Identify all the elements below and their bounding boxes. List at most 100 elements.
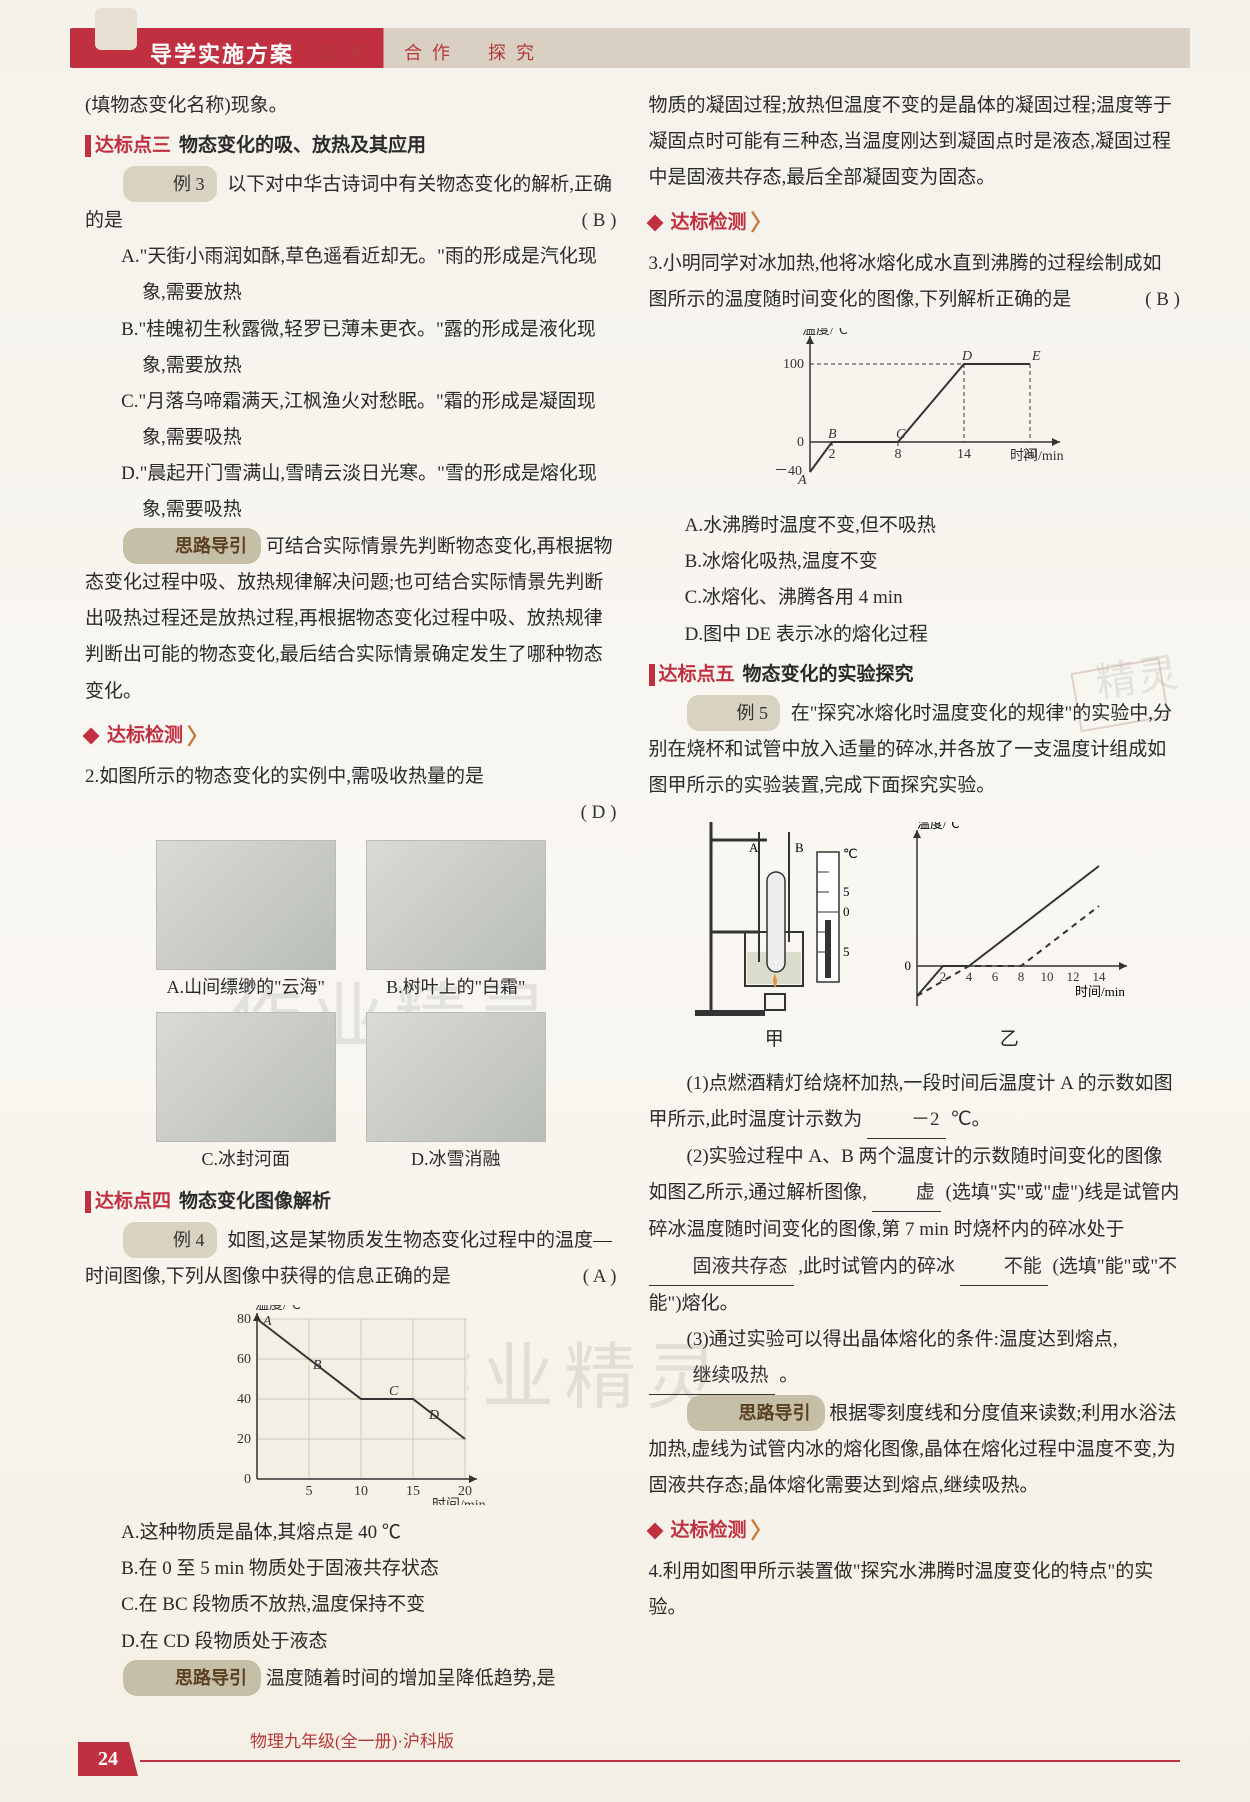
example-4: 例 4 如图,这是某物质发生物态变化过程中的温度—时间图像,下列从图像中获得的信…	[85, 1222, 617, 1295]
check-marker: 达标检测〉	[85, 716, 209, 758]
svg-text:2: 2	[829, 447, 836, 462]
svg-text:C: C	[896, 427, 906, 442]
svg-text:0: 0	[244, 1472, 251, 1487]
header-subtitle: 自主 合作 探究	[320, 36, 544, 70]
ex5-q3: (3)通过实验可以得出晶体熔化的条件:温度达到熔点, 继续吸热 。	[649, 1322, 1181, 1395]
section-5-title: 物态变化的实验探究	[743, 657, 914, 693]
svg-text:0: 0	[797, 435, 804, 450]
q2-cap-a: A.山间缥缈的"云海"	[156, 970, 336, 1004]
svg-text:B: B	[313, 1358, 322, 1373]
check-marker-r1: 达标检测〉	[649, 202, 773, 244]
svg-text:温度/℃: 温度/℃	[802, 328, 848, 338]
q2-image-grid: A.山间缥缈的"云海" B.树叶上的"白霜" C.冰封河面 D.冰雪消融	[85, 840, 617, 1176]
q3-choice-d: D.图中 DE 表示冰的熔化过程	[649, 617, 1181, 653]
svg-text:80: 80	[237, 1312, 251, 1327]
check-marker-r2: 达标检测〉	[649, 1510, 773, 1552]
svg-text:A: A	[262, 1314, 272, 1329]
ex3-choice-c: C."月落乌啼霜满天,江枫渔火对愁眠。"霜的形成是凝固现象,需要吸热	[85, 384, 617, 456]
svg-text:6: 6	[992, 969, 999, 984]
chart-3: 28 1420 0100－40 温度/℃ 时间/min ABC DE	[649, 328, 1181, 498]
chart-4: 510 1520 020 406080 温度/℃ 时间/min AB CD	[85, 1305, 617, 1505]
guide-4-cont: 物质的凝固过程;放热但温度不变的是晶体的凝固过程;温度等于凝固点时可能有三种态,…	[649, 88, 1181, 196]
q2-stem: 2.如图所示的物态变化的实例中,需吸收热量的是	[85, 759, 617, 795]
section-4-title: 物态变化图像解析	[179, 1184, 331, 1220]
intro-line: (填物态变化名称)现象。	[85, 88, 617, 124]
q3-stem: 3.小明同学对冰加热,他将冰熔化成水直到沸腾的过程绘制成如图所示的温度随时间变化…	[649, 246, 1181, 318]
svg-text:时间/min: 时间/min	[432, 1497, 486, 1505]
svg-text:时间/min: 时间/min	[1075, 984, 1125, 999]
svg-text:10: 10	[354, 1484, 368, 1499]
q2-cap-d: D.冰雪消融	[366, 1142, 546, 1176]
q3-answer: ( B )	[1145, 282, 1180, 318]
svg-text:E: E	[1031, 349, 1041, 364]
q2-cap-c: C.冰封河面	[156, 1142, 336, 1176]
svg-text:14: 14	[957, 447, 971, 462]
svg-text:20: 20	[237, 1432, 251, 1447]
section-3-header: 达标点三 物态变化的吸、放热及其应用	[85, 128, 617, 164]
apparatus-icon: AB ℃ 5 0 5	[689, 812, 859, 1022]
example-3: 例 3 以下对中华古诗词中有关物态变化的解析,正确的是 ( B )	[85, 166, 617, 239]
fig-cap-yi: 乙	[879, 1022, 1139, 1058]
ex5-q2: (2)实验过程中 A、B 两个温度计的示数随时间变化的图像如图乙所示,通过解析图…	[649, 1139, 1181, 1321]
q2-img-a	[156, 840, 336, 970]
svg-text:5: 5	[305, 1484, 312, 1499]
section-5-header: 达标点五 物态变化的实验探究	[649, 657, 1181, 693]
guide-3: 思路导引 可结合实际情景先判断物态变化,再根据物态变化过程中吸、放热规律解决问题…	[85, 528, 617, 709]
svg-text:A: A	[797, 473, 807, 488]
q2-answer: ( D )	[85, 795, 617, 831]
section-5-label: 达标点五	[659, 657, 735, 693]
svg-text:100: 100	[783, 357, 804, 372]
svg-text:10: 10	[1041, 969, 1054, 984]
svg-text:B: B	[828, 427, 837, 442]
svg-text:5: 5	[843, 884, 850, 899]
svg-text:8: 8	[1018, 969, 1025, 984]
example-4-answer: ( A )	[545, 1259, 617, 1295]
svg-text:2: 2	[940, 969, 947, 984]
svg-text:60: 60	[237, 1352, 251, 1367]
svg-text:4: 4	[966, 969, 973, 984]
ex4-choice-d: D.在 CD 段物质处于液态	[85, 1624, 617, 1660]
svg-text:℃: ℃	[843, 846, 858, 861]
ex4-choice-a: A.这种物质是晶体,其熔点是 40 ℃	[85, 1515, 617, 1551]
guide-4: 思路导引 温度随着时间的增加呈降低趋势,是	[85, 1660, 617, 1697]
guide-5: 思路导引 根据零刻度线和分度值来读数;利用水浴法加热,虚线为试管内冰的熔化图像,…	[649, 1395, 1181, 1504]
q3-choice-b: B.冰熔化吸热,温度不变	[649, 544, 1181, 580]
q2-cap-b: B.树叶上的"白霜"	[366, 970, 546, 1004]
ex5-figures: AB ℃ 5 0 5 甲	[649, 812, 1181, 1058]
svg-text:时间/min: 时间/min	[1010, 448, 1064, 464]
svg-text:8: 8	[895, 447, 902, 462]
section-4-label: 达标点四	[95, 1184, 171, 1220]
svg-text:15: 15	[406, 1484, 420, 1499]
svg-text:40: 40	[237, 1392, 251, 1407]
svg-text:20: 20	[458, 1484, 472, 1499]
svg-text:B: B	[795, 840, 804, 855]
q3-choice-a: A.水沸腾时温度不变,但不吸热	[649, 508, 1181, 544]
header-title: 导学实施方案	[150, 34, 294, 76]
header-logo	[95, 8, 137, 50]
svg-text:C: C	[389, 1384, 399, 1399]
page-content: (填物态变化名称)现象。 达标点三 物态变化的吸、放热及其应用 例 3 以下对中…	[85, 88, 1180, 1732]
svg-text:0: 0	[843, 904, 850, 919]
svg-text:D: D	[428, 1408, 439, 1423]
svg-text:5: 5	[843, 944, 850, 959]
footer: 24 物理九年级(全一册)·沪科版	[0, 1738, 1250, 1782]
example-3-answer: ( B )	[544, 203, 617, 239]
svg-text:D: D	[961, 349, 972, 364]
example-5: 例 5 在"探究冰熔化时温度变化的规律"的实验中,分别在烧杯和试管中放入适量的碎…	[649, 695, 1181, 804]
section-3-title: 物态变化的吸、放热及其应用	[179, 128, 426, 164]
page-number: 24	[78, 1742, 138, 1776]
ex3-choice-d: D."晨起开门雪满山,雪晴云淡日光寒。"雪的形成是熔化现象,需要吸热	[85, 456, 617, 528]
section-3-label: 达标点三	[95, 128, 171, 164]
q2-img-b	[366, 840, 546, 970]
svg-text:12: 12	[1067, 969, 1080, 984]
section-4-header: 达标点四 物态变化图像解析	[85, 1184, 617, 1220]
svg-text:0: 0	[905, 958, 912, 973]
ex3-choice-b: B."桂魄初生秋露微,轻罗已薄未更衣。"露的形成是液化现象,需要放热	[85, 312, 617, 384]
q2-img-c	[156, 1012, 336, 1142]
ex4-choice-c: C.在 BC 段物质不放热,温度保持不变	[85, 1587, 617, 1623]
chart-5: 246 8101214 0 温度/℃ 时间/min	[879, 822, 1139, 1022]
q4-stem: 4.利用如图甲所示装置做"探究水沸腾时温度变化的特点"的实验。	[649, 1554, 1181, 1626]
svg-text:温度/℃: 温度/℃	[917, 822, 960, 831]
q3-choice-c: C.冰熔化、沸腾各用 4 min	[649, 580, 1181, 616]
q2-img-d	[366, 1012, 546, 1142]
